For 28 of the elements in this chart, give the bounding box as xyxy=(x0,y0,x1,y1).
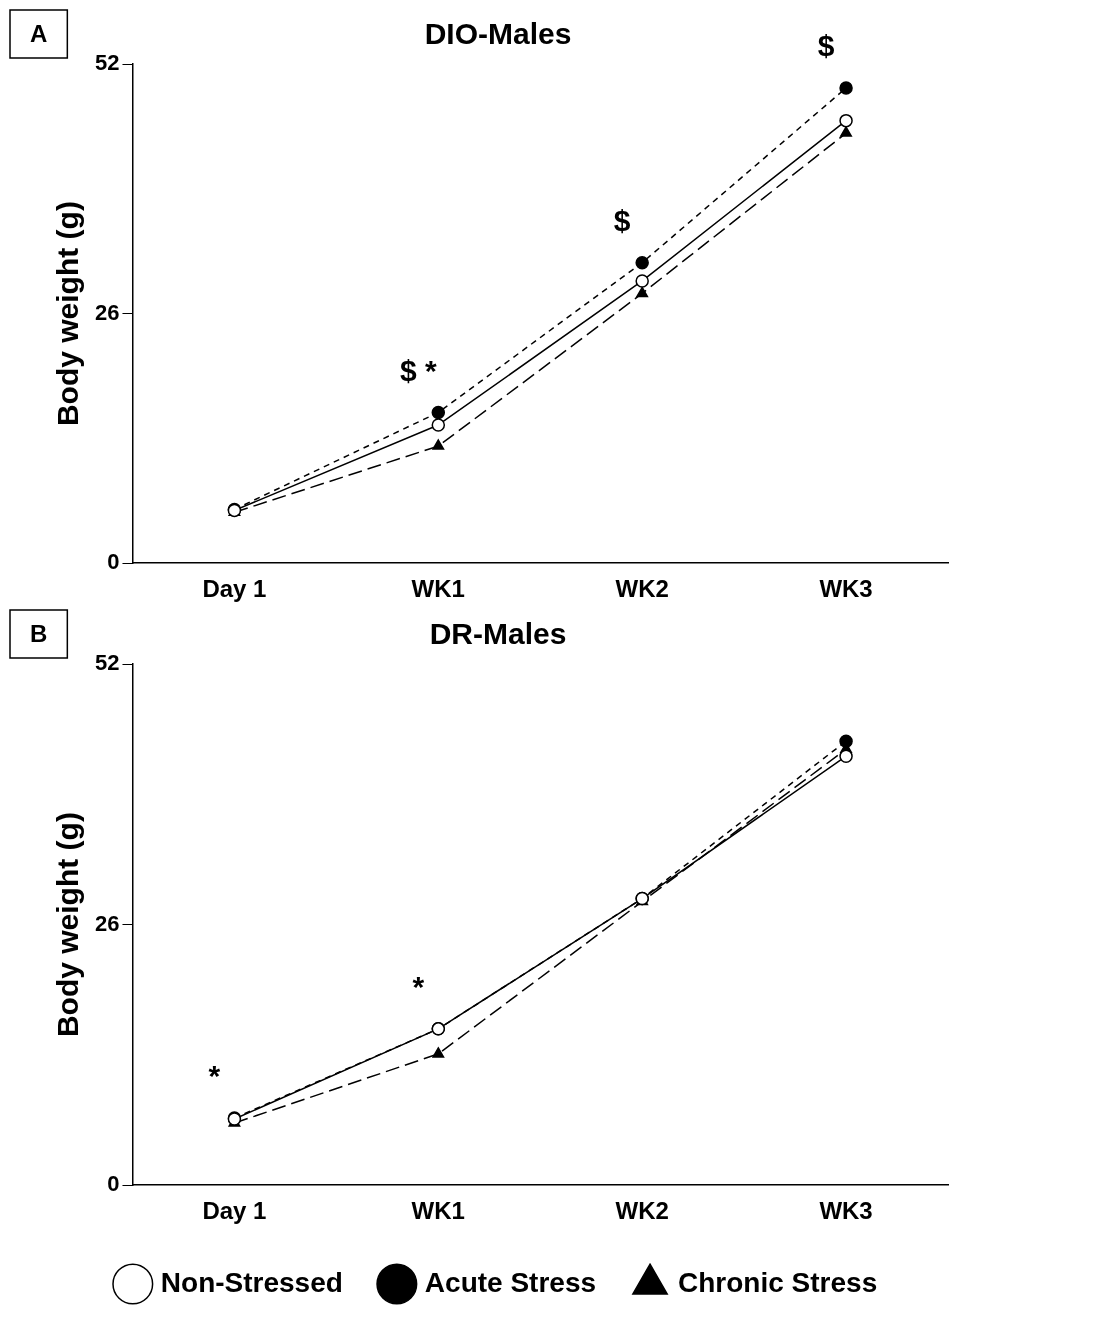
x-tick-label: WK2 xyxy=(615,575,669,603)
x-tick-label: Day 1 xyxy=(202,575,267,603)
y-tick-label: 52 xyxy=(94,50,120,76)
x-tick-label: Day 1 xyxy=(202,1197,267,1225)
x-tick-label: WK3 xyxy=(819,1197,873,1225)
x-tick-label: WK3 xyxy=(819,575,873,603)
annotation: * xyxy=(208,1059,221,1093)
y-tick-label: 52 xyxy=(94,650,120,676)
text: $ xyxy=(817,29,835,63)
y-tick-label: 0 xyxy=(107,549,120,575)
legend-label: Chronic Stress xyxy=(678,1266,878,1298)
annotation: * xyxy=(412,970,425,1004)
annotation: $ xyxy=(613,203,631,237)
legend-label: Acute Stress xyxy=(424,1266,597,1298)
chart-title: DR-Males xyxy=(429,617,567,651)
legend-label: Non-Stressed xyxy=(160,1266,343,1298)
y-tick-label: 26 xyxy=(94,299,120,325)
text: B xyxy=(29,619,48,647)
y-axis-title: Body weight (g) xyxy=(51,201,85,427)
x-tick-label: WK1 xyxy=(411,575,465,603)
text: A xyxy=(29,19,48,47)
x-tick-label: WK2 xyxy=(615,1197,669,1225)
y-tick-label: 0 xyxy=(107,1171,120,1197)
y-tick-label: 26 xyxy=(94,910,120,936)
chart-title: DIO-Males xyxy=(424,17,572,51)
y-axis-title: Body weight (g) xyxy=(51,812,85,1038)
x-tick-label: WK1 xyxy=(411,1197,465,1225)
annotation: $ * xyxy=(399,353,437,387)
